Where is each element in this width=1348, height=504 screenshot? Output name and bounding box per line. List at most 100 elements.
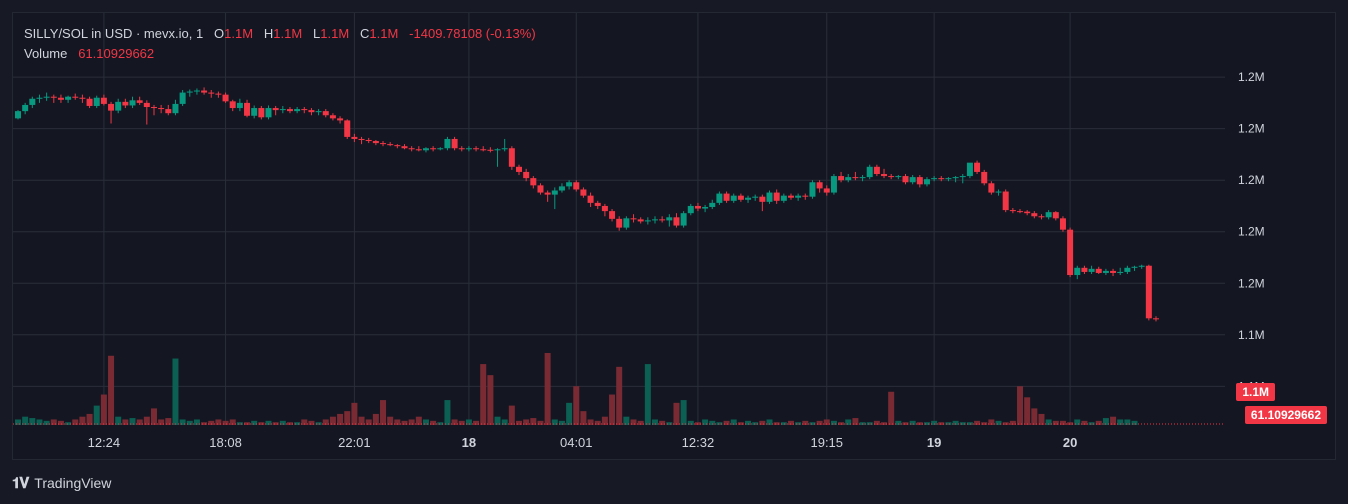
tradingview-logo-icon[interactable]: 𝟏𝐕 [12,474,29,492]
volume-bar [1095,420,1102,425]
candle-body [895,176,902,178]
candle-body [129,100,136,106]
volume-bar [1088,422,1095,425]
candle-body [22,104,29,112]
candle-body [1131,266,1138,268]
volume-bar [1024,397,1031,425]
candle-body [916,177,923,185]
volume-bar [344,411,351,425]
candle-body [966,162,973,177]
candle-body [136,100,143,103]
volume-bar [93,405,100,425]
candle-body [1110,270,1117,273]
candle-body [716,193,723,203]
candle-body [186,91,193,93]
volume-bar [1131,420,1138,425]
candle-body [644,220,651,222]
volume-bar [709,420,716,425]
volume-bar [945,422,952,425]
candle-body [730,195,737,201]
low-label: L [313,26,321,41]
volume-bar [193,419,200,425]
volume-bar [752,422,759,425]
candle-body [265,108,272,118]
volume-bar [315,422,322,425]
candle-body [737,195,744,200]
volume-bar [1059,420,1066,425]
volume-bar [630,419,637,425]
last-volume-tag: 61.10929662 [1244,406,1327,424]
candle-body [702,206,709,209]
candle-body [745,197,752,200]
volume-bar [523,419,530,425]
candle-body [179,92,186,104]
candle-body [616,218,623,228]
volume-bar [430,420,437,425]
volume-bar [702,419,709,425]
candle-body [487,149,494,151]
volume-bar [236,422,243,425]
volume-bar [902,422,909,425]
candle-body [694,205,701,209]
candlestick-chart[interactable]: 1.2M 1.2M 1.2M 1.2M 1.2M 1.1M 1.1M 12:24 18:08 2… [13,13,1335,459]
candle-body [680,213,687,226]
change-value: -1409.78108 (-0.13%) [409,26,536,41]
candle-body [1024,211,1031,214]
volume-bar [122,419,129,425]
volume-bar [881,422,888,425]
volume-bar [494,416,501,425]
volume-bar [508,405,515,425]
volume-bar [923,422,930,425]
candle-body [673,217,680,226]
candle-body [516,166,523,172]
volume-bar [573,386,580,425]
candle-body [1017,211,1024,213]
candle-body [301,109,308,111]
volume-bar [530,418,537,425]
high-value: 1.1M [273,26,303,41]
volume-bar [952,420,959,425]
candle-body [752,196,759,198]
candle-body [15,111,21,119]
candle-body [465,148,472,150]
open-label: O [214,26,225,41]
volume-bar [830,420,837,425]
close-label: C [360,26,370,41]
volume-bar [723,420,730,425]
time-tick-label: 12:24 [88,435,121,450]
time-tick-label: 19 [927,435,941,450]
candle-body [988,183,995,193]
candle-body [923,179,930,185]
candle-body [380,143,387,145]
volume-bar [65,422,72,425]
volume-bar [616,366,623,425]
volume-bar [329,416,336,425]
volume-bar [294,422,301,425]
chart-panel[interactable]: 1.2M 1.2M 1.2M 1.2M 1.2M 1.1M 1.1M 12:24 18:08 2… [12,12,1336,460]
candle-body [143,102,150,108]
candle-body [458,148,465,150]
candle-body [888,176,895,178]
volume-bar [651,419,658,425]
candle-body [1052,212,1059,219]
volume-bar [365,419,372,425]
volume-bar [201,422,208,425]
volume-bar [644,364,651,425]
volume-bar [22,416,29,425]
candle-body [444,138,451,149]
volume-bar [580,411,587,425]
candle-body [823,188,830,193]
volume-bar [186,420,193,425]
volume-bar [1124,419,1131,425]
volume-bar [487,375,494,425]
candle-body [480,149,487,151]
candle-body [122,101,129,106]
brand-name[interactable]: TradingView [34,475,112,491]
volume-bar [995,420,1002,425]
candle-body [537,185,544,193]
candle-body [795,195,802,198]
candle-body [100,97,107,104]
volume-bar [480,364,487,425]
volume-bar [401,420,408,425]
volume-bars [15,353,1138,425]
